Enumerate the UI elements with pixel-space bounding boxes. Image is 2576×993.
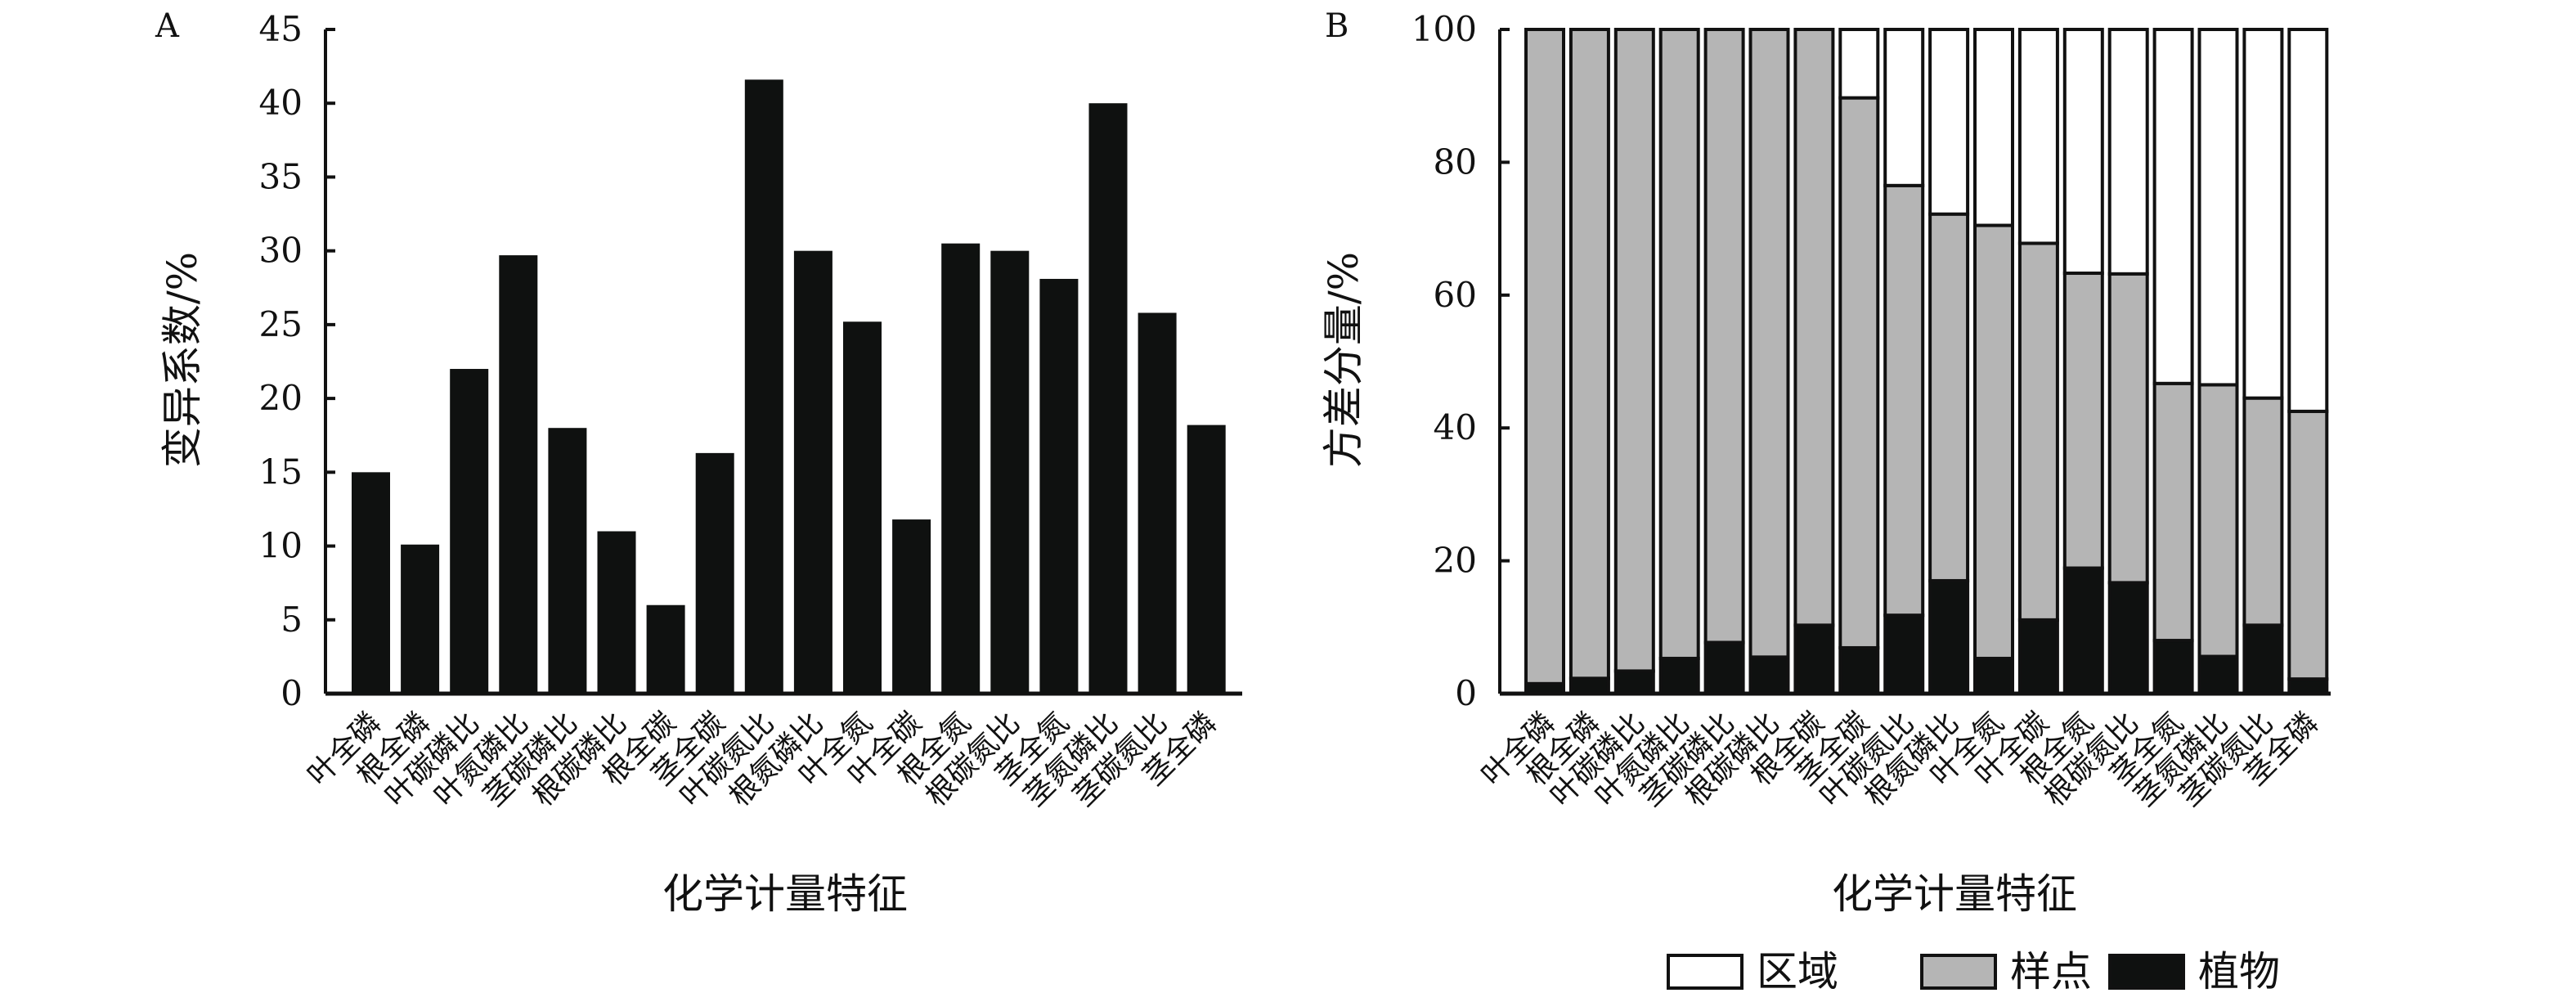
x-axis-title-b: 化学计量特征 xyxy=(1832,870,2077,918)
segment-植物-根全磷 xyxy=(1568,676,1610,695)
bar-叶全磷 xyxy=(352,472,390,694)
segment-样点-叶全磷 xyxy=(1524,28,1565,685)
segment-样点-茎全碳 xyxy=(1838,96,1880,649)
segment-区域-茎氮磷比 xyxy=(2197,28,2239,387)
segment-区域-根碳氮比 xyxy=(2107,28,2149,276)
segment-样点-根全氮 xyxy=(2062,272,2104,570)
segment-区域-叶碳氮比 xyxy=(1883,28,1925,187)
segment-样点-根碳磷比 xyxy=(1748,28,1790,659)
bar-茎碳磷比 xyxy=(548,428,587,694)
y-tick-label: 5 xyxy=(280,600,303,640)
bar-叶氮磷比 xyxy=(499,255,538,694)
y-axis-title-b: 方差分量/% xyxy=(1320,252,1367,468)
legend-label-区域: 区域 xyxy=(1757,948,1838,993)
segment-区域-茎全碳 xyxy=(1838,28,1880,100)
panel-label-a: A xyxy=(155,7,180,45)
segment-样点-茎碳磷比 xyxy=(1703,28,1745,645)
segment-样点-根全磷 xyxy=(1568,28,1610,681)
segment-植物-叶碳氮比 xyxy=(1883,613,1925,696)
y-tick-label: 60 xyxy=(1434,275,1477,315)
segment-区域-茎全磷 xyxy=(2287,28,2329,413)
segment-区域-叶全氮 xyxy=(1973,28,2014,227)
y-tick-label: 80 xyxy=(1434,142,1477,182)
segment-样点-茎氮磷比 xyxy=(2197,383,2239,658)
legend-label-植物: 植物 xyxy=(2198,948,2280,993)
y-tick-label: 20 xyxy=(1434,541,1477,581)
y-tick-label: 100 xyxy=(1411,9,1477,49)
plot-b: 020406080100叶全磷根全磷叶碳磷比叶氮磷比茎碳磷比根碳磷比根全碳茎全碳… xyxy=(1411,9,2331,813)
bar-茎全磷 xyxy=(1187,425,1226,694)
segment-样点-根全碳 xyxy=(1793,28,1835,627)
legend-swatch-植物 xyxy=(2108,954,2185,990)
segment-区域-茎碳氮比 xyxy=(2242,28,2284,400)
y-tick-label: 15 xyxy=(259,452,303,492)
legend-swatch-区域 xyxy=(1667,954,1744,990)
segment-样点-叶全氮 xyxy=(1973,223,2014,660)
bar-茎碳氮比 xyxy=(1138,312,1177,694)
legend-label-样点: 样点 xyxy=(2010,948,2092,993)
segment-样点-茎全氮 xyxy=(2152,381,2194,643)
y-tick-label: 30 xyxy=(259,231,303,271)
segment-植物-茎全磷 xyxy=(2287,677,2329,695)
y-tick-label: 35 xyxy=(259,156,303,196)
segment-植物-叶氮磷比 xyxy=(1658,656,1700,695)
panel-label-b: B xyxy=(1325,7,1349,45)
y-tick-label: 40 xyxy=(1434,407,1477,447)
segment-植物-叶全氮 xyxy=(1973,656,2014,695)
y-tick-label: 25 xyxy=(259,304,303,344)
segment-植物-根全碳 xyxy=(1793,623,1835,696)
segment-样点-根氮磷比 xyxy=(1928,212,1970,582)
y-tick-label: 0 xyxy=(280,673,303,713)
segment-植物-根碳磷比 xyxy=(1748,655,1790,696)
bar-根全碳 xyxy=(646,604,685,694)
bar-叶碳磷比 xyxy=(450,369,489,694)
bar-根全磷 xyxy=(401,544,440,694)
segment-植物-叶碳磷比 xyxy=(1613,669,1655,696)
x-axis-title-a: 化学计量特征 xyxy=(662,870,908,918)
segment-样点-茎全磷 xyxy=(2287,409,2329,681)
bar-根碳氮比 xyxy=(990,250,1030,694)
segment-区域-叶全碳 xyxy=(2017,28,2059,245)
segment-植物-茎碳氮比 xyxy=(2242,623,2284,696)
segment-样点-叶碳磷比 xyxy=(1613,28,1655,673)
bar-茎全氮 xyxy=(1039,278,1079,694)
y-tick-label: 45 xyxy=(259,9,303,49)
segment-植物-叶全碳 xyxy=(2017,618,2059,695)
segment-样点-茎碳氮比 xyxy=(2242,396,2284,627)
y-tick-label: 40 xyxy=(259,83,303,123)
segment-区域-茎全氮 xyxy=(2152,28,2194,385)
y-tick-label: 0 xyxy=(1455,673,1477,713)
segment-植物-根全氮 xyxy=(2062,566,2104,695)
legend-swatch-样点 xyxy=(1920,954,1997,990)
segment-样点-叶碳氮比 xyxy=(1883,183,1925,618)
y-axis-title-a: 变异系数/% xyxy=(159,252,206,468)
segment-样点-叶全碳 xyxy=(2017,241,2059,622)
segment-植物-茎全氮 xyxy=(2152,639,2194,695)
segment-植物-茎氮磷比 xyxy=(2197,654,2239,696)
segment-区域-根全氮 xyxy=(2062,28,2104,276)
segment-区域-根氮磷比 xyxy=(1928,28,1970,216)
bar-叶全碳 xyxy=(892,519,931,694)
segment-样点-叶氮磷比 xyxy=(1658,28,1700,660)
bar-叶全氮 xyxy=(843,321,882,694)
bar-根全氮 xyxy=(941,243,981,694)
bar-茎全碳 xyxy=(695,452,734,694)
bar-茎氮磷比 xyxy=(1088,103,1128,694)
bar-叶碳氮比 xyxy=(744,79,783,694)
bar-根氮磷比 xyxy=(793,250,832,694)
segment-植物-茎碳磷比 xyxy=(1703,640,1745,696)
legend: 区域 样点 植物 xyxy=(1667,948,2280,993)
segment-样点-根碳氮比 xyxy=(2107,272,2149,585)
plot-a: 051015202530354045叶全磷根全磷叶碳磷比叶氮磷比茎碳磷比根碳磷比… xyxy=(259,9,1242,813)
bar-根碳磷比 xyxy=(597,531,636,694)
y-tick-label: 20 xyxy=(259,378,303,418)
segment-植物-茎全碳 xyxy=(1838,645,1880,695)
segment-植物-根氮磷比 xyxy=(1928,578,1970,696)
y-tick-label: 10 xyxy=(259,526,303,566)
segment-植物-根碳氮比 xyxy=(2107,581,2149,695)
